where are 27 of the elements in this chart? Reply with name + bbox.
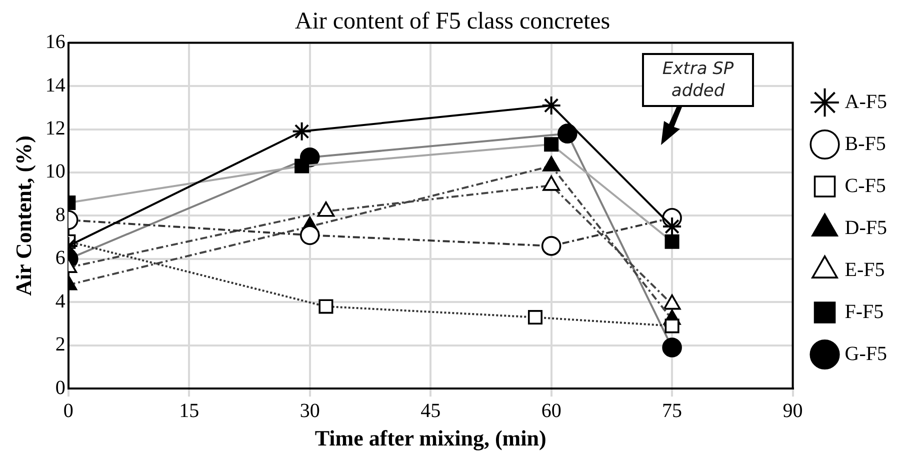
y-tick-label: 0 (55, 376, 66, 399)
x-tick-label: 45 (420, 400, 441, 422)
y-tick-label: 2 (55, 334, 66, 356)
x-tick-label: 30 (300, 400, 320, 422)
y-tick-label: 8 (55, 204, 66, 226)
legend-label: E-F5 (844, 258, 885, 281)
y-axis-title: Air Content, (%) (10, 136, 36, 296)
legend-label: G-F5 (844, 342, 888, 365)
x-tick-label: 90 (782, 400, 803, 422)
legend-label: C-F5 (844, 174, 886, 197)
x-tick-label: 15 (179, 400, 200, 422)
point (541, 95, 562, 116)
legend-label: B-F5 (844, 132, 886, 155)
legend-label: A-F5 (844, 90, 888, 113)
x-axis-title: Time after mixing, (min) (314, 425, 546, 450)
legend-label: D-F5 (844, 216, 888, 239)
x-tick-label: 75 (662, 400, 682, 422)
y-tick-label: 16 (45, 31, 66, 54)
x-tick-label: 60 (541, 400, 562, 422)
y-tick-label: 6 (55, 247, 66, 270)
y-tick-label: 10 (45, 160, 66, 183)
y-tick-label: 12 (45, 118, 66, 140)
annotation: Extra SP added (642, 52, 754, 107)
y-tick-label: 4 (55, 290, 66, 312)
chart-title: Air content of F5 class concretes (294, 8, 610, 35)
y-tick-label: 14 (45, 74, 66, 96)
legend-label: F-F5 (844, 300, 884, 323)
